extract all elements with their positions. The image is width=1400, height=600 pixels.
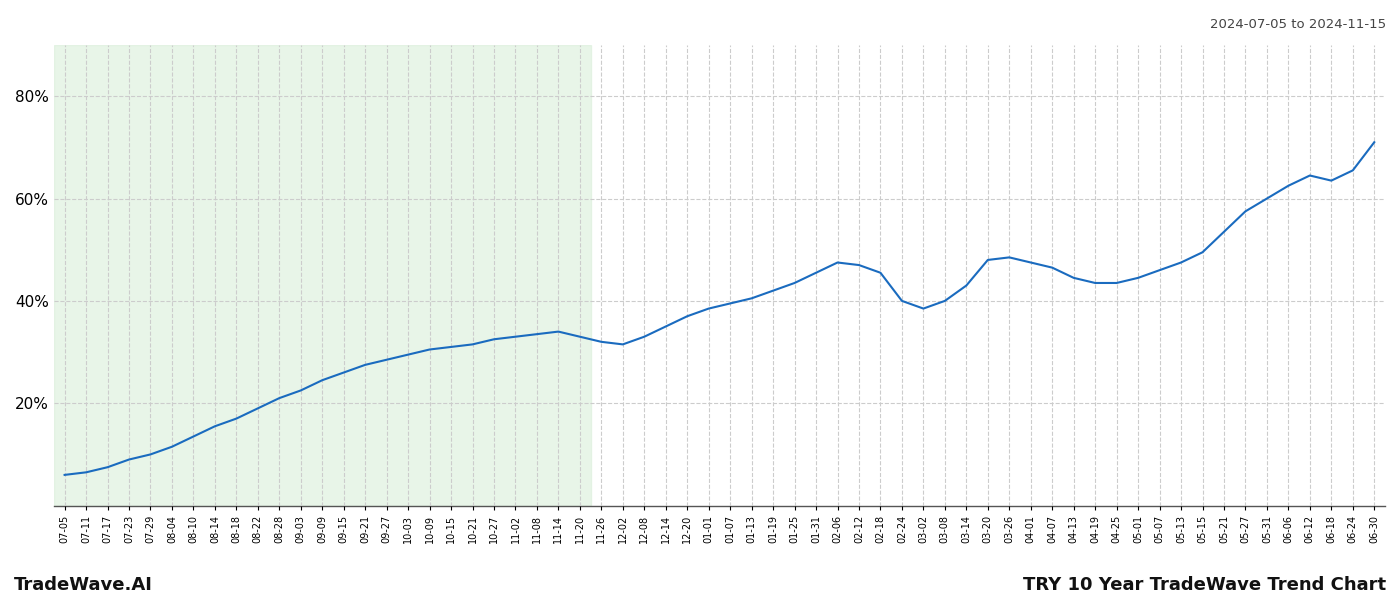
Bar bbox=[53, 45, 591, 506]
Text: TRY 10 Year TradeWave Trend Chart: TRY 10 Year TradeWave Trend Chart bbox=[1023, 576, 1386, 594]
Text: TradeWave.AI: TradeWave.AI bbox=[14, 576, 153, 594]
Text: 2024-07-05 to 2024-11-15: 2024-07-05 to 2024-11-15 bbox=[1210, 18, 1386, 31]
